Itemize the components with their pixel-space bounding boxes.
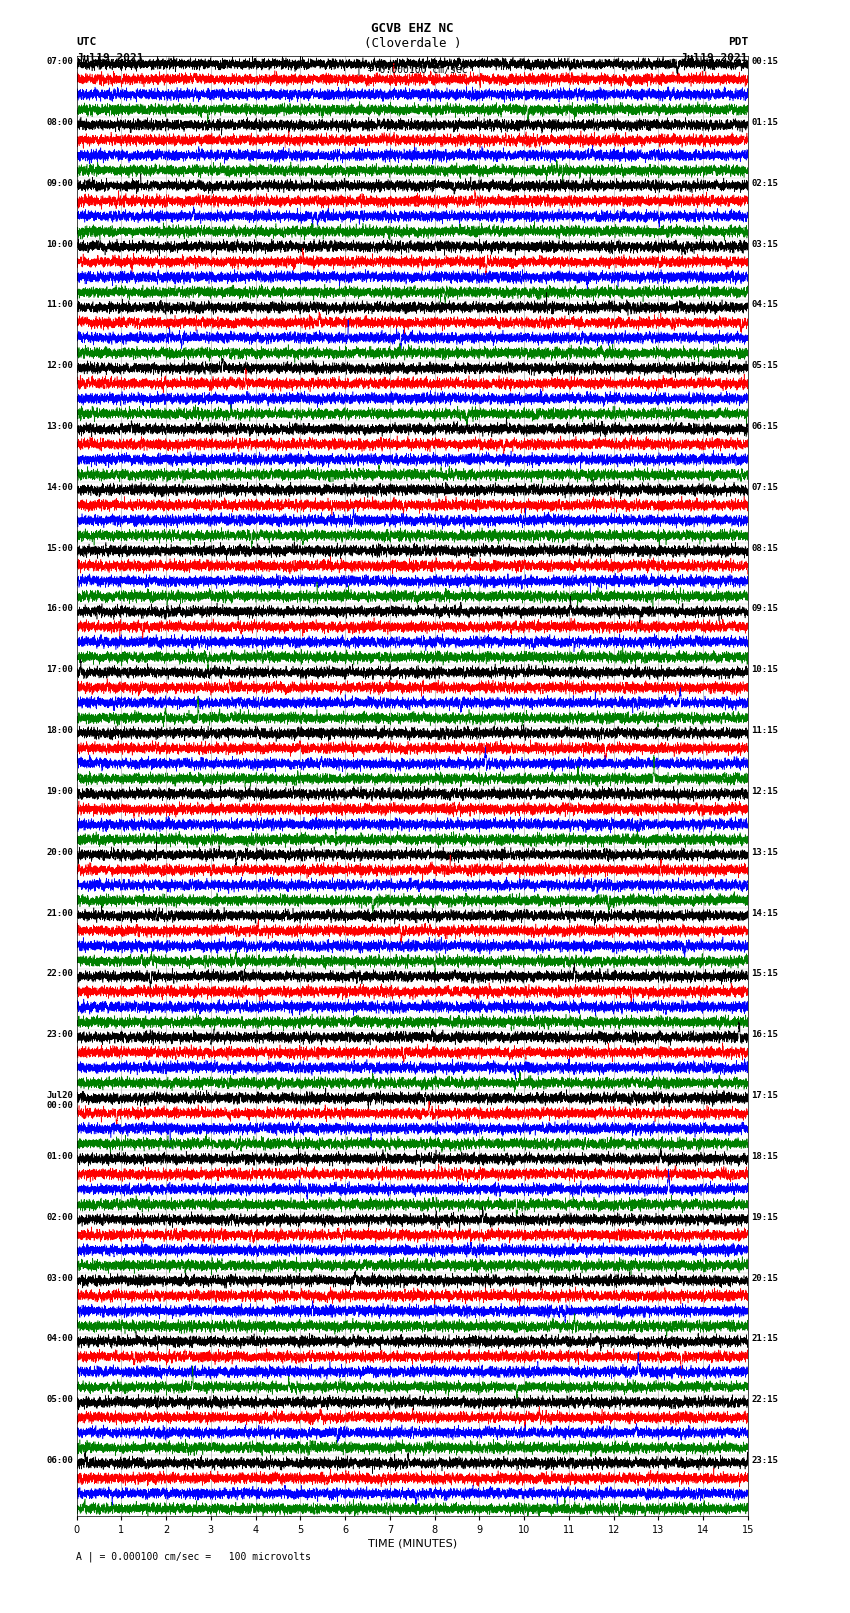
Text: 23:00: 23:00 [46,1031,73,1039]
Text: 01:15: 01:15 [751,118,779,127]
Text: 04:15: 04:15 [751,300,779,310]
Text: 07:15: 07:15 [751,482,779,492]
Text: 21:15: 21:15 [751,1334,779,1344]
Text: 05:15: 05:15 [751,361,779,369]
Text: 19:00: 19:00 [46,787,73,795]
Text: 17:15: 17:15 [751,1090,779,1100]
Text: Jul19,2021: Jul19,2021 [76,53,144,63]
Text: 16:00: 16:00 [46,605,73,613]
Text: 15:15: 15:15 [751,969,779,979]
Text: 20:15: 20:15 [751,1274,779,1282]
Text: 06:15: 06:15 [751,423,779,431]
Text: 09:00: 09:00 [46,179,73,187]
Text: 22:15: 22:15 [751,1395,779,1405]
Text: 08:15: 08:15 [751,544,779,553]
Text: 09:15: 09:15 [751,605,779,613]
Text: Jul20
00:00: Jul20 00:00 [46,1090,73,1110]
Text: 11:15: 11:15 [751,726,779,736]
Text: 11:00: 11:00 [46,300,73,310]
Text: 01:00: 01:00 [46,1152,73,1161]
Text: 18:15: 18:15 [751,1152,779,1161]
Text: 22:00: 22:00 [46,969,73,979]
Text: 12:00: 12:00 [46,361,73,369]
Text: 20:00: 20:00 [46,848,73,857]
Text: 23:15: 23:15 [751,1457,779,1465]
Text: 13:15: 13:15 [751,848,779,857]
Text: 10:15: 10:15 [751,665,779,674]
Text: 03:00: 03:00 [46,1274,73,1282]
Text: 10:00: 10:00 [46,240,73,248]
Text: 02:15: 02:15 [751,179,779,187]
Text: (Cloverdale ): (Cloverdale ) [364,37,461,50]
Text: 08:00: 08:00 [46,118,73,127]
Text: 05:00: 05:00 [46,1395,73,1405]
Text: 12:15: 12:15 [751,787,779,795]
Text: Jul19,2021: Jul19,2021 [681,53,748,63]
Text: 06:00: 06:00 [46,1457,73,1465]
Text: 15:00: 15:00 [46,544,73,553]
Text: 07:00: 07:00 [46,56,73,66]
Text: | = 0.000100 cm/sec: | = 0.000100 cm/sec [356,65,468,76]
Text: 14:15: 14:15 [751,908,779,918]
Text: 03:15: 03:15 [751,240,779,248]
Text: 16:15: 16:15 [751,1031,779,1039]
Text: 18:00: 18:00 [46,726,73,736]
Text: 17:00: 17:00 [46,665,73,674]
Text: 13:00: 13:00 [46,423,73,431]
Text: 04:00: 04:00 [46,1334,73,1344]
Text: A | = 0.000100 cm/sec =   100 microvolts: A | = 0.000100 cm/sec = 100 microvolts [76,1552,311,1563]
X-axis label: TIME (MINUTES): TIME (MINUTES) [368,1539,456,1548]
Text: 02:00: 02:00 [46,1213,73,1221]
Text: PDT: PDT [728,37,748,47]
Text: GCVB EHZ NC: GCVB EHZ NC [371,23,454,35]
Text: 14:00: 14:00 [46,482,73,492]
Text: UTC: UTC [76,37,97,47]
Text: 00:15: 00:15 [751,56,779,66]
Text: 21:00: 21:00 [46,908,73,918]
Text: 19:15: 19:15 [751,1213,779,1221]
